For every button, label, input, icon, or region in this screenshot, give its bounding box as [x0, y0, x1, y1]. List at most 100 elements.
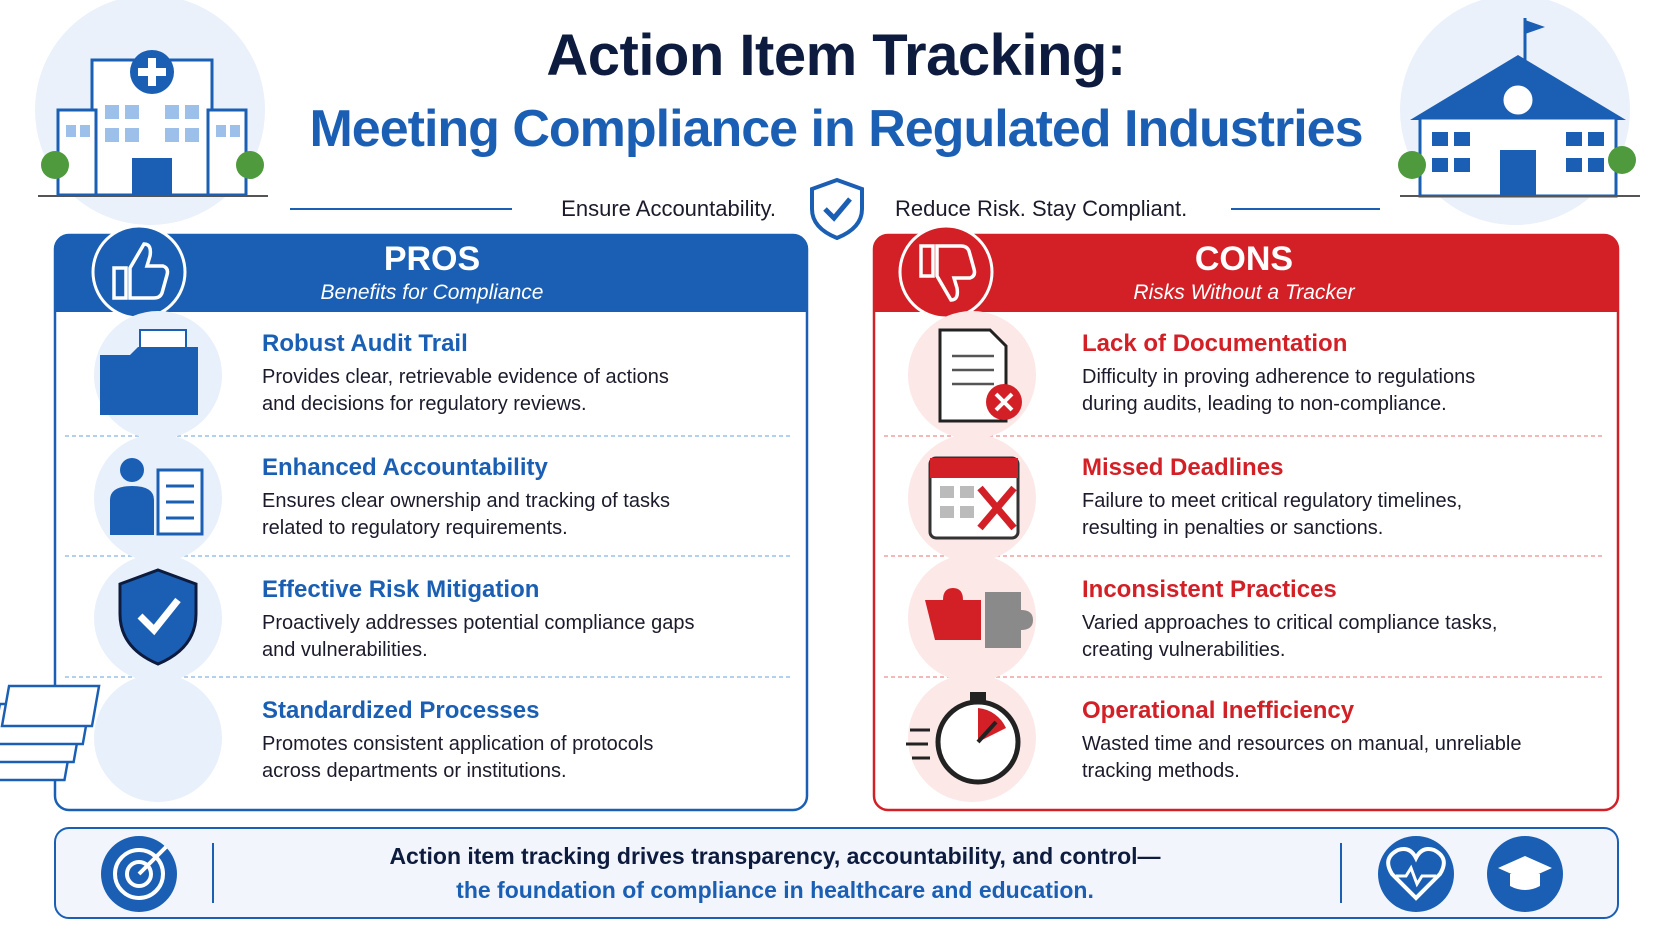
school-illustration-part-part — [1566, 132, 1582, 146]
shield-icon-part — [118, 568, 198, 666]
school-illustration-part-part — [1432, 158, 1448, 172]
shield-icon — [118, 568, 198, 666]
item-description: Difficulty in proving adherence to regul… — [1082, 366, 1476, 415]
item-title: Standardized Processes — [262, 697, 540, 724]
hospital-illustration-part — [41, 151, 69, 179]
hospital-illustration-part — [236, 151, 264, 179]
calendar-icon-part-part — [940, 506, 954, 518]
hospital-illustration-part-part — [185, 128, 199, 142]
tagline-right: Reduce Risk. Stay Compliant. — [895, 196, 1188, 221]
school-illustration-part — [1525, 20, 1545, 34]
hospital-illustration-part-part — [185, 105, 199, 119]
school-illustration-part-part — [1566, 158, 1582, 172]
document-error-icon — [938, 328, 1022, 423]
folder-icon — [100, 329, 198, 415]
calendar-icon-part — [977, 485, 1017, 531]
footer-panel-part — [125, 860, 153, 888]
pros-panel-part — [55, 290, 807, 312]
footer-panel-part — [1378, 836, 1454, 912]
pros-panel-part — [65, 435, 790, 678]
stopwatch-icon-part — [976, 720, 998, 744]
item-title: Effective Risk Mitigation — [262, 576, 540, 603]
school-illustration-part — [1432, 132, 1604, 196]
folder-icon-part — [100, 347, 198, 415]
school-illustration-part-part — [1454, 158, 1470, 172]
person-checklist-icon-part — [166, 484, 194, 520]
calendar-icon-part-part — [960, 506, 974, 518]
document-error-icon-part — [994, 392, 1014, 412]
hospital-illustration-part-part — [125, 128, 139, 142]
hospital-illustration-part-part — [66, 125, 76, 137]
item-description: Ensures clear ownership and tracking of … — [262, 490, 670, 539]
stopwatch-icon — [906, 692, 1021, 785]
footer-panel-part — [1396, 864, 1436, 888]
pros-panel-part-part — [94, 674, 222, 802]
pros-panel-part — [91, 224, 187, 320]
cons-heading: CONS — [1194, 240, 1294, 278]
document-error-icon-part — [952, 354, 994, 386]
hospital-illustration-part — [132, 158, 172, 195]
title: Action Item Tracking: — [546, 23, 1126, 88]
school-illustration-part-part — [1588, 158, 1604, 172]
hospital-illustration-part-part — [165, 105, 179, 119]
item-description: Proactively addresses potential complian… — [262, 612, 695, 661]
item-title: Lack of Documentation — [1082, 330, 1348, 357]
hospital-illustration-part — [138, 68, 166, 76]
calendar-icon-part-part — [940, 486, 954, 498]
footer-panel-part — [113, 848, 165, 900]
person-checklist-icon — [110, 458, 204, 536]
tagline-decoration-part — [810, 177, 864, 241]
item-description: Failure to meet critical regulatory time… — [1082, 490, 1463, 539]
papers-icon — [0, 684, 101, 782]
school-illustration-part — [1608, 146, 1636, 174]
calendar-icon-part — [940, 486, 974, 518]
school-illustration-part-part — [1454, 132, 1470, 146]
hospital-illustration-part-part — [80, 125, 90, 137]
item-description: Varied approaches to critical compliance… — [1082, 612, 1498, 661]
school-illustration-part-part — [1588, 132, 1604, 146]
calendar-icon — [928, 456, 1020, 540]
item-title: Enhanced Accountability — [262, 454, 548, 481]
hospital-illustration-part — [66, 105, 240, 142]
hospital-illustration — [35, 0, 268, 225]
papers-icon-part — [0, 684, 101, 728]
school-illustration-part-part — [1432, 132, 1448, 146]
stopwatch-icon-part — [970, 692, 986, 702]
item-description: Promotes consistent application of proto… — [262, 733, 654, 782]
stopwatch-icon-part — [906, 728, 930, 760]
item-description: Provides clear, retrievable evidence of … — [262, 366, 669, 415]
cons-subheading: Risks Without a Tracker — [1133, 281, 1355, 304]
school-illustration-part-part — [1500, 150, 1536, 196]
school-illustration-part — [1500, 82, 1536, 118]
footer-panel-part — [54, 827, 1619, 919]
cons-panel — [872, 224, 1620, 812]
school-illustration-part — [1398, 151, 1426, 179]
hospital-illustration-part-part — [230, 125, 240, 137]
cons-panel-part — [898, 224, 994, 320]
item-title: Operational Inefficiency — [1082, 697, 1355, 724]
tagline-decoration — [290, 177, 1380, 241]
hospital-illustration-part-part — [165, 128, 179, 142]
puzzle-icon — [925, 588, 1033, 648]
person-checklist-icon-part — [120, 458, 144, 482]
hospital-illustration-part-part — [216, 125, 226, 137]
puzzle-icon-part — [985, 592, 1033, 648]
item-title: Missed Deadlines — [1082, 454, 1284, 481]
tagline-left: Ensure Accountability. — [561, 196, 776, 221]
pros-panel-part — [112, 242, 170, 300]
item-title: Inconsistent Practices — [1082, 576, 1337, 603]
calendar-icon-part-part — [960, 486, 974, 498]
cons-panel-part — [874, 290, 1618, 312]
pros-heading: PROS — [383, 240, 481, 278]
calendar-icon-part — [930, 458, 1018, 478]
hospital-illustration-part-part — [105, 128, 119, 142]
subtitle: Meeting Compliance in Regulated Industri… — [309, 100, 1363, 158]
footer-line: the foundation of compliance in healthca… — [456, 877, 1094, 903]
footer-line: Action item tracking drives transparency… — [389, 843, 1161, 869]
footer-panel-part — [1386, 847, 1446, 901]
pros-panel — [0, 224, 809, 812]
item-title: Robust Audit Trail — [262, 330, 468, 357]
puzzle-icon-part — [925, 588, 981, 640]
